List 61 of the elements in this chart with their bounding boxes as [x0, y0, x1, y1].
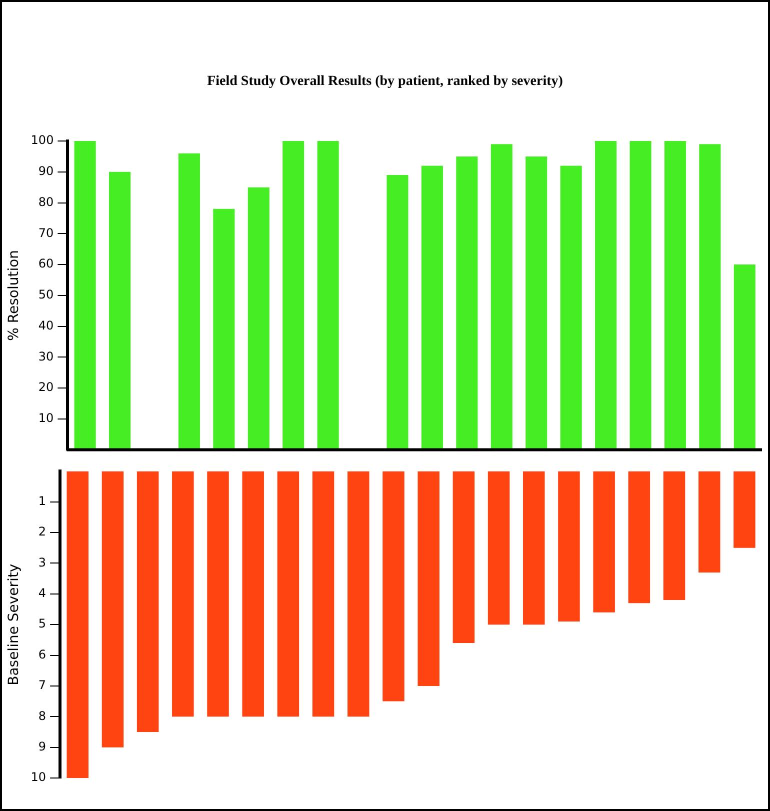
y-tick-label: 10: [30, 770, 46, 784]
y-tick-label: 10: [38, 411, 54, 426]
y-axis-title: Baseline Severity: [6, 564, 22, 686]
bar: [734, 264, 756, 450]
bar: [136, 471, 159, 732]
y-tick-label: 40: [38, 318, 54, 332]
bar: [628, 471, 650, 604]
bar: [595, 141, 617, 450]
bar: [418, 471, 440, 686]
y-tick-label: 6: [38, 647, 46, 662]
bar: [699, 144, 721, 450]
bar: [664, 141, 686, 450]
bar: [242, 471, 264, 717]
y-tick-label: 30: [38, 349, 54, 364]
bar: [172, 471, 194, 717]
y-tick-label: 2: [38, 524, 46, 539]
bar: [382, 471, 404, 702]
bar: [312, 471, 334, 717]
chart-title: Field Study Overall Results (by patient, ranked by severity): [206, 74, 564, 90]
y-tick-label: 60: [38, 256, 54, 271]
y-tick-label: 50: [38, 288, 54, 302]
bar: [488, 471, 510, 625]
bar: [102, 471, 124, 748]
bar: [282, 141, 304, 450]
bar: [456, 156, 478, 450]
bar: [109, 172, 131, 450]
bar: [490, 144, 512, 450]
bar: [178, 153, 200, 450]
bar: [248, 187, 270, 450]
bar: [348, 471, 370, 717]
bar: [734, 471, 756, 548]
y-tick-label: 4: [38, 586, 46, 600]
bar: [66, 471, 88, 778]
bar: [213, 208, 235, 450]
y-tick-label: 7: [38, 678, 46, 692]
bar: [526, 156, 548, 450]
y-tick-label: 8: [38, 708, 46, 723]
y-tick-label: 1: [38, 494, 46, 508]
bar: [207, 471, 229, 717]
bar: [277, 471, 300, 717]
bar: [522, 471, 545, 625]
bar: [630, 141, 652, 450]
bar: [421, 166, 443, 450]
y-tick-label: 3: [38, 555, 46, 570]
y-tick-label: 9: [38, 739, 46, 754]
y-tick-label: 80: [38, 194, 54, 209]
y-tick-label: 100: [30, 133, 54, 148]
bar: [452, 471, 475, 644]
bar: [317, 141, 339, 450]
y-axis-title: % Resolution: [6, 250, 22, 341]
bar: [593, 471, 615, 612]
y-tick-label: 70: [38, 226, 54, 240]
bar: [386, 174, 408, 450]
y-tick-label: 5: [38, 616, 46, 631]
y-tick-label: 20: [38, 380, 54, 394]
bar: [663, 471, 686, 600]
bar: [558, 471, 580, 622]
y-tick-label: 90: [38, 164, 54, 178]
bar: [698, 471, 720, 572]
bar: [74, 141, 96, 450]
bar: [560, 166, 582, 450]
